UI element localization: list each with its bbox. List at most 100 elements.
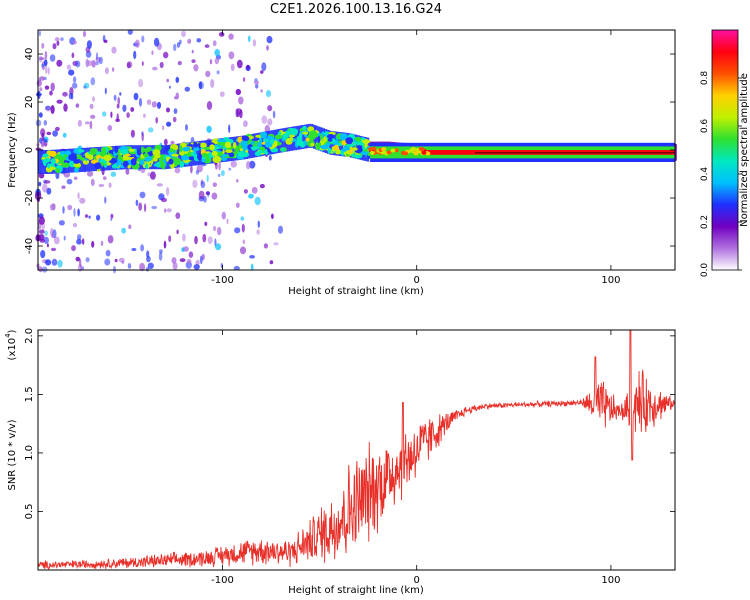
spectrogram-noise-mark [269,260,274,265]
spectrogram-noise-mark [53,236,60,245]
spectrogram-noise-mark [38,229,45,234]
spectrogram-ridge-band [294,126,297,151]
spectrogram-noise-mark [44,65,48,74]
spectrogram-noise-mark [141,132,144,142]
spectrogram-noise-mark [271,213,274,220]
spectrogram-noise-mark [88,215,91,219]
snr-panel: -100 0 100 0.5 1.0 1.5 2.0 Height of straight… [4,328,676,596]
spectrogram-ridge-mark [199,142,207,148]
spectrogram-ridge-mark [197,152,202,161]
spectrogram-noise-mark [40,250,46,259]
spectrogram-ridge-mark [197,143,201,147]
spectrogram-ridge-mark [42,153,49,158]
spectrogram-ridge-mark [413,151,419,156]
spectrogram-ridge-band [301,125,304,149]
spectrogram-ridge-mark [282,133,288,140]
spectrogram-noise-mark [110,111,113,118]
spectrogram-steady-peak [426,150,675,155]
spectrogram-ridge-mark [50,158,56,165]
spectrogram-ridge-mark [142,148,151,153]
spectrogram-noise-mark [250,263,254,271]
spectrogram-ridge-mark [315,133,319,138]
spectrogram-noise-mark [191,59,196,63]
spectrogram-noise-mark [71,245,76,252]
spectrogram-ridge-mark [182,147,190,152]
spectrogram-noise-mark [228,124,231,134]
spectrogram-noise-mark [186,258,192,265]
spectrogram-ridge-mark [114,145,119,154]
spectrogram-noise-mark [45,259,52,266]
spectrogram-ridge-mark [260,131,268,139]
spectrogram-noise-mark [191,49,194,54]
spectrogram-noise-mark [194,235,198,245]
spectrogram-ridge-band [91,147,95,172]
y-tick-label: 40 [24,48,35,61]
spectrogram-noise-mark [202,233,207,243]
spectrogram-ridge-mark [315,143,321,150]
spectrogram-noise-mark [139,262,146,272]
colorbar-tick-label: 0.8 [700,71,710,86]
spectrogram-ridge-mark [381,147,387,152]
spectrogram-noise-mark [236,108,242,115]
spectrogram-noise-mark [56,59,63,67]
spectrogram-noise-mark [100,240,104,246]
spectrogram-ridge-band [38,150,41,174]
spectrogram-ridge-mark [259,146,266,151]
spectrogram-noise-mark [107,125,113,131]
spectrogram-ridge-mark [47,163,51,169]
spectrogram-y-ticks: -40 -20 0 20 40 [24,48,675,254]
spectrogram-ridge-mark [87,154,94,160]
spectrogram-noise-mark [39,87,43,92]
spectrogram-ridge-mark [237,150,245,158]
spectrogram-noise-mark [127,29,133,35]
spectrogram-ridge-mark [94,162,102,170]
spectrogram-ridge-mark [181,157,190,161]
spectrogram-noise-mark [214,57,219,65]
spectrogram-ridge-mark [112,164,118,169]
spectrogram-noise-mark [198,190,205,199]
x-tick-label: 0 [414,575,420,586]
spectrogram-noise-mark [104,196,107,204]
spectrogram-noise-mark [98,56,103,65]
spectrogram-ridge-mark [278,131,282,135]
spectrogram-ridge-mark [390,148,396,153]
spectrogram-noise-mark [204,221,208,226]
spectrogram-noise-mark [39,57,45,61]
spectrogram-ridge-mark [273,140,278,148]
spectrogram-noise-mark [254,196,261,206]
spectrogram-noise-mark [110,213,114,219]
spectrogram-noise-mark [203,195,207,203]
spectrogram-ridge-mark [327,147,332,154]
spectrogram-noise-mark [38,266,43,273]
spectrogram-noise-mark [127,263,132,269]
spectrogram-noise-mark [228,33,234,40]
spectrogram-noise-mark [87,171,94,177]
spectrogram-noise-mark [240,216,245,221]
spectrogram-ridge-mark [369,150,375,155]
spectrogram-noise-mark [196,38,202,43]
spectrogram-noise-mark [68,92,73,100]
spectrogram-ridge-mark [250,141,255,145]
spectrogram-ridge-mark [363,138,369,146]
spectrogram-ridge-mark [386,150,392,155]
spectrogram-ridge-band [40,150,43,174]
spectrogram-noise-mark [260,70,264,74]
spectrogram-noise-mark [144,203,147,213]
spectrogram-noise-mark [187,38,192,44]
spectrogram-noise-mark [261,62,267,72]
x-tick-label: 100 [601,575,620,586]
spectrogram-noise-mark [207,191,210,197]
spectrogram-noise-mark [130,107,135,112]
spectrogram-noise-mark [76,234,82,240]
spectrogram-ridge-mark [140,153,144,159]
spectrogram-ridge-mark [77,149,85,153]
spectrogram-noise-mark [75,256,81,262]
spectrogram-noise-mark [179,39,182,45]
spectrogram-noise-mark [243,189,248,194]
spectrogram-noise-mark [181,30,186,38]
spectrogram-ridge-mark [222,154,228,158]
spectrogram-ridge-mark [209,144,215,151]
colorbar-tick-label: 0.6 [700,119,710,134]
spectrogram-ridge-mark [217,141,227,146]
